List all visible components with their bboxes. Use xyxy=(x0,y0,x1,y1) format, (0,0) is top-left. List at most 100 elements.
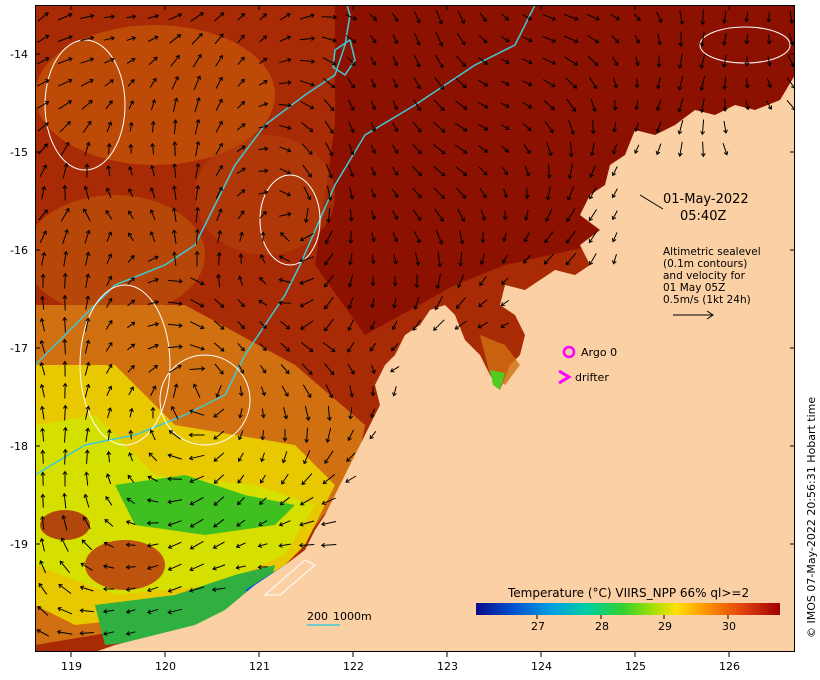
velocity-arrow xyxy=(412,209,422,221)
velocity-arrow xyxy=(656,55,662,68)
velocity-arrow xyxy=(433,319,445,331)
velocity-arrow xyxy=(213,298,225,308)
velocity-arrow xyxy=(278,277,291,283)
velocity-arrow xyxy=(542,13,557,21)
velocity-arrow xyxy=(189,366,206,372)
velocity-arrow xyxy=(167,476,183,482)
velocity-arrow xyxy=(391,166,399,176)
altimetry-note: Altimetric sealevel (0.1m contours) and … xyxy=(663,246,761,320)
velocity-arrow xyxy=(172,185,177,200)
velocity-arrow xyxy=(700,9,706,26)
velocity-arrow xyxy=(347,341,355,353)
velocity-arrow xyxy=(171,75,179,90)
velocity-arrow xyxy=(40,471,46,486)
velocity-arrow xyxy=(321,14,338,20)
velocity-arrow xyxy=(347,319,354,332)
velocity-arrow xyxy=(127,254,135,263)
ocean-red-patch xyxy=(85,540,165,590)
velocity-arrow xyxy=(106,450,112,463)
velocity-arrow xyxy=(789,10,794,25)
y-tick-label: -16 xyxy=(10,244,28,257)
velocity-arrow xyxy=(301,143,313,155)
velocity-arrow xyxy=(260,452,265,463)
velocity-arrow xyxy=(58,583,72,594)
velocity-arrow xyxy=(147,586,159,593)
velocity-arrow xyxy=(126,497,135,505)
x-tick-label: 120 xyxy=(155,660,176,673)
velocity-arrow xyxy=(723,120,728,134)
velocity-arrow xyxy=(611,166,618,177)
velocity-arrow xyxy=(501,36,510,42)
velocity-arrow xyxy=(38,143,48,155)
velocity-arrow xyxy=(259,364,267,374)
velocity-arrow xyxy=(215,120,223,133)
y-tick-label: -15 xyxy=(10,146,28,159)
velocity-arrow xyxy=(235,565,246,570)
velocity-arrow xyxy=(634,144,640,155)
velocity-arrow xyxy=(699,31,705,48)
velocity-arrow xyxy=(85,317,91,332)
velocity-arrow xyxy=(478,101,489,109)
velocity-arrow xyxy=(194,97,201,113)
velocity-arrow xyxy=(84,339,91,354)
velocity-arrow xyxy=(148,452,158,462)
velocity-arrow xyxy=(321,521,337,527)
velocity-arrow xyxy=(634,34,640,44)
velocity-arrow xyxy=(149,429,156,441)
velocity-arrow xyxy=(324,120,334,134)
velocity-arrow xyxy=(257,543,268,548)
velocity-arrow xyxy=(57,57,73,65)
x-tick-label: 125 xyxy=(625,660,646,673)
velocity-arrow xyxy=(323,274,334,288)
velocity-arrow xyxy=(590,120,596,135)
velocity-arrow xyxy=(542,36,557,43)
velocity-arrow xyxy=(127,277,135,285)
velocity-arrow xyxy=(390,365,400,373)
velocity-arrow xyxy=(392,386,397,397)
velocity-arrow xyxy=(612,122,617,133)
velocity-arrow xyxy=(188,432,205,438)
velocity-arrow xyxy=(588,209,598,222)
velocity-arrow xyxy=(279,57,292,64)
velocity-arrow xyxy=(213,342,225,352)
velocity-arrow xyxy=(478,79,489,87)
velocity-arrow xyxy=(370,188,376,199)
velocity-arrow xyxy=(59,121,71,133)
velocity-arrow xyxy=(278,543,291,548)
velocity-arrow xyxy=(213,12,225,22)
velocity-arrow xyxy=(321,36,337,43)
velocity-arrow xyxy=(126,58,136,64)
velocity-arrow xyxy=(259,497,267,505)
velocity-arrow xyxy=(457,208,466,222)
velocity-arrow xyxy=(192,383,201,399)
velocity-arrow xyxy=(455,297,466,309)
velocity-arrow xyxy=(167,541,182,549)
velocity-arrow xyxy=(37,34,50,43)
velocity-arrow xyxy=(128,451,134,462)
velocity-arrow xyxy=(235,542,246,549)
velocity-arrow xyxy=(79,585,94,592)
velocity-arrow xyxy=(301,363,313,375)
velocity-arrow xyxy=(85,405,91,420)
velocity-arrow xyxy=(524,187,530,200)
velocity-arrow xyxy=(435,273,441,290)
velocity-arrow xyxy=(393,254,398,265)
velocity-arrow xyxy=(80,57,95,64)
sst-map[interactable]: Argo 0 drifter 01-May-2022 05:40Z Altime… xyxy=(35,5,795,652)
velocity-arrow xyxy=(237,34,245,44)
velocity-arrow xyxy=(39,317,45,332)
velocity-arrow xyxy=(722,10,727,24)
colorbar-tick-label: 27 xyxy=(531,620,545,633)
velocity-arrow xyxy=(189,344,205,351)
velocity-arrow xyxy=(500,124,510,130)
velocity-arrow xyxy=(480,231,486,244)
velocity-arrow xyxy=(80,35,95,42)
velocity-arrow xyxy=(167,453,182,460)
velocity-arrow xyxy=(501,277,509,285)
velocity-arrow xyxy=(147,475,159,482)
velocity-arrow xyxy=(79,630,94,636)
velocity-arrow xyxy=(524,209,529,221)
velocity-arrow xyxy=(766,12,772,23)
velocity-arrow xyxy=(127,79,135,87)
velocity-arrow xyxy=(237,210,245,220)
